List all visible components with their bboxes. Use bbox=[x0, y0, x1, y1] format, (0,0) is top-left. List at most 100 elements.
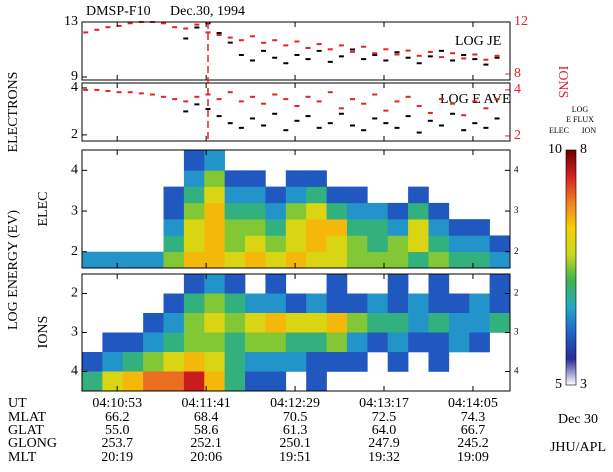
point bbox=[172, 98, 178, 101]
heatmap-cell bbox=[448, 332, 470, 353]
heatmap-cell bbox=[428, 293, 450, 314]
heatmap-cell bbox=[265, 219, 287, 236]
point bbox=[372, 52, 378, 55]
heatmap-cell bbox=[122, 352, 144, 372]
point bbox=[249, 117, 255, 120]
ephemeris-value: 74.3 bbox=[461, 410, 486, 425]
point bbox=[350, 50, 356, 53]
heatmap-cell bbox=[163, 202, 185, 220]
point bbox=[472, 100, 478, 103]
heatmap-cell bbox=[183, 202, 205, 220]
point bbox=[227, 122, 233, 125]
heatmap-cell bbox=[224, 352, 246, 372]
colorbar-title: LOG bbox=[572, 105, 589, 114]
heatmap-cell bbox=[469, 235, 490, 253]
point bbox=[383, 59, 389, 62]
footer-credit: JHU/APL bbox=[550, 440, 606, 455]
heatmap-cell bbox=[82, 352, 103, 372]
y-tick-label: 2 bbox=[71, 127, 78, 142]
heatmap-cell bbox=[265, 235, 287, 253]
heatmap-cell bbox=[183, 150, 205, 171]
point bbox=[405, 95, 411, 98]
ephemeris-label: MLAT bbox=[8, 410, 47, 425]
point bbox=[283, 98, 289, 101]
ephemeris-value: 250.1 bbox=[279, 436, 311, 451]
heatmap-cell bbox=[285, 352, 307, 372]
point bbox=[338, 107, 344, 110]
heatmap-cell bbox=[245, 186, 266, 204]
heatmap-cell bbox=[387, 352, 409, 372]
point bbox=[94, 88, 100, 91]
point bbox=[438, 56, 444, 59]
point bbox=[216, 98, 222, 101]
heatmap-cell bbox=[265, 371, 287, 392]
point bbox=[416, 131, 422, 134]
heatmap-cell bbox=[448, 219, 470, 236]
point bbox=[405, 49, 411, 52]
point bbox=[427, 111, 433, 114]
heatmap-cell bbox=[224, 293, 246, 314]
heatmap-cell bbox=[245, 332, 266, 353]
point bbox=[249, 59, 255, 62]
heatmap-cell bbox=[245, 251, 266, 269]
point bbox=[227, 41, 233, 44]
point bbox=[183, 110, 189, 113]
ephemeris-value: 19:09 bbox=[457, 450, 489, 465]
heatmap-cell bbox=[204, 371, 225, 392]
heatmap-cell bbox=[326, 235, 348, 253]
heatmap-cell bbox=[122, 251, 144, 269]
heatmap-cell bbox=[265, 293, 287, 314]
ephemeris-value: 58.6 bbox=[194, 423, 219, 438]
point bbox=[327, 60, 333, 63]
panel-frame bbox=[81, 273, 511, 392]
x-tick-label: 04:14:05 bbox=[448, 396, 498, 411]
y-tick-label: 2 bbox=[71, 244, 78, 259]
ephemeris-label: UT bbox=[8, 396, 27, 411]
heatmap-cell bbox=[326, 332, 348, 353]
colorbar-tick-label: 3 bbox=[580, 377, 587, 392]
heatmap-cell bbox=[265, 352, 287, 372]
colorbar-tick-label: 5 bbox=[555, 377, 562, 392]
y2-tick-label: 2 bbox=[514, 128, 521, 143]
heatmap-cell bbox=[122, 332, 144, 353]
y-tick-label-right: 4 bbox=[514, 164, 519, 174]
heatmap-cell bbox=[306, 235, 327, 253]
point bbox=[127, 91, 133, 94]
annotation: LOG E AVE bbox=[440, 92, 511, 107]
point bbox=[316, 49, 322, 52]
point bbox=[94, 28, 100, 31]
point bbox=[305, 58, 311, 61]
heatmap-cell bbox=[387, 274, 409, 294]
heatmap-cell bbox=[204, 293, 225, 314]
heatmap-cell bbox=[183, 219, 205, 236]
heatmap-cell bbox=[306, 251, 327, 269]
heatmap-cell bbox=[143, 313, 164, 333]
heatmap-cell bbox=[428, 202, 450, 220]
point bbox=[472, 53, 478, 56]
point bbox=[249, 95, 255, 98]
heatmap-cell bbox=[265, 202, 287, 220]
y2-tick-label: 12 bbox=[514, 14, 528, 29]
point bbox=[116, 91, 122, 94]
heatmap-cell bbox=[82, 371, 103, 392]
y-tick-label: 3 bbox=[71, 325, 78, 340]
heatmap-cell bbox=[204, 251, 225, 269]
heatmap-cell bbox=[428, 352, 450, 372]
heatmap-cell bbox=[387, 332, 409, 353]
point bbox=[494, 56, 500, 59]
heatmap-cell bbox=[428, 274, 450, 294]
heatmap-cell bbox=[265, 251, 287, 269]
point bbox=[305, 95, 311, 98]
point bbox=[194, 103, 200, 106]
ephemeris-value: 252.1 bbox=[190, 436, 222, 451]
heatmap-cell bbox=[469, 219, 490, 236]
point bbox=[394, 51, 400, 54]
heatmap-cell bbox=[346, 313, 368, 333]
point bbox=[461, 53, 467, 56]
heatmap-cell bbox=[306, 352, 327, 372]
point bbox=[272, 112, 278, 115]
point bbox=[238, 100, 244, 103]
heatmap-cell bbox=[489, 235, 511, 253]
heatmap-cell bbox=[489, 313, 511, 333]
point bbox=[483, 107, 489, 110]
